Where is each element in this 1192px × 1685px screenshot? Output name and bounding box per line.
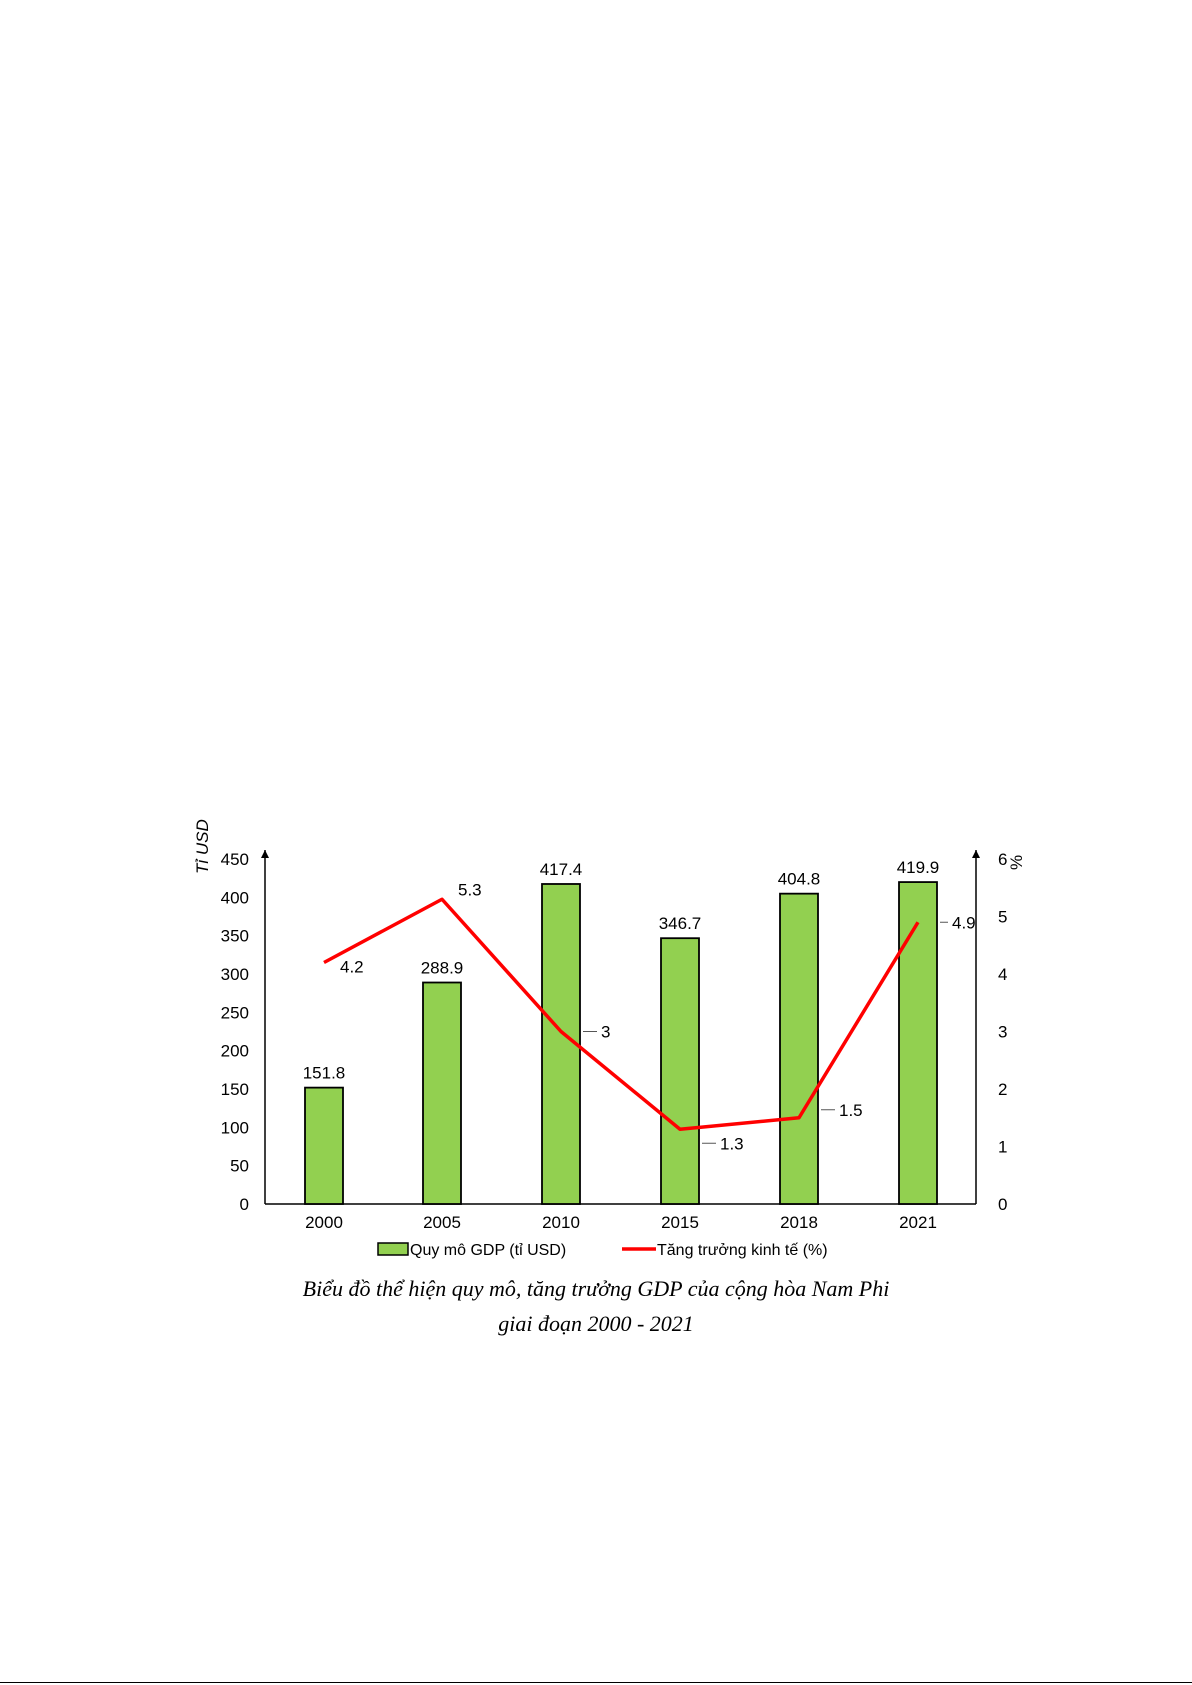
y-tick-label-left: 200 — [221, 1042, 249, 1061]
x-tick-label: 2021 — [899, 1213, 937, 1232]
y-tick-label-right: 1 — [998, 1138, 1007, 1157]
x-tick-label: 2005 — [423, 1213, 461, 1232]
growth-value-label: 1.3 — [720, 1134, 744, 1153]
right-axis-arrow — [972, 850, 980, 858]
y-axis-title-left: Tỉ USD — [193, 819, 212, 874]
y-tick-label-left: 450 — [221, 850, 249, 869]
growth-value-label: 3 — [601, 1023, 610, 1042]
growth-value-label: 4.9 — [952, 913, 976, 932]
y-tick-label-left: 400 — [221, 888, 249, 907]
line-layer — [323, 897, 920, 1131]
gdp-bar — [898, 881, 938, 1205]
bars-layer — [304, 881, 938, 1205]
y-tick-label-right: 3 — [998, 1023, 1007, 1042]
y-tick-label-right: 6 — [998, 850, 1007, 869]
legend-line-label: Tăng trưởng kinh tế (%) — [657, 1242, 828, 1259]
growth-value-label: 5.3 — [458, 880, 482, 899]
y-tick-label-right: 5 — [998, 908, 1007, 927]
page-bottom-rule — [0, 1682, 1192, 1683]
y-tick-label-right: 0 — [998, 1195, 1007, 1214]
axes-layer: 0 50 100 150 200 250 300 350 400 450 0 1 2 3 4 5 6 Tỉ USD… — [193, 819, 1026, 1232]
gdp-bar — [779, 892, 819, 1205]
labels-layer: 151.8 288.9 417.4 346.7 404.8 419.9 4.2 5.3 3 1.3… — [303, 858, 976, 1153]
legend-bar-label: Quy mô GDP (tỉ USD) — [410, 1242, 566, 1259]
gdp-bar-value-label: 419.9 — [897, 858, 940, 877]
x-tick-label: 2010 — [542, 1213, 580, 1232]
growth-value-label: 4.2 — [340, 958, 364, 977]
growth-line — [323, 897, 920, 1131]
y-axis-title-right: % — [1007, 855, 1026, 870]
y-tick-label-left: 150 — [221, 1080, 249, 1099]
y-tick-label-left: 100 — [221, 1118, 249, 1137]
gdp-bar-value-label: 417.4 — [540, 860, 583, 879]
gdp-bar-value-label: 151.8 — [303, 1064, 346, 1083]
y-tick-label-left: 300 — [221, 965, 249, 984]
legend-bar-swatch — [377, 1242, 409, 1256]
y-tick-label-right: 2 — [998, 1080, 1007, 1099]
gdp-bar-value-label: 404.8 — [778, 870, 821, 889]
gdp-bar-value-label: 346.7 — [659, 914, 702, 933]
x-tick-label: 2000 — [305, 1213, 343, 1232]
chart-caption-line-1: Biểu đồ thể hiện quy mô, tăng trưởng GDP… — [302, 1276, 890, 1301]
x-tick-label: 2015 — [661, 1213, 699, 1232]
x-tick-label: 2018 — [780, 1213, 818, 1232]
gdp-bar — [422, 981, 462, 1205]
y-tick-label-left: 0 — [240, 1195, 249, 1214]
gdp-bar — [304, 1086, 344, 1205]
gdp-bar-value-label: 288.9 — [421, 959, 464, 978]
gdp-bar — [660, 937, 700, 1205]
legend-layer: Quy mô GDP (tỉ USD) Tăng trưởng kinh tế (… — [377, 1242, 828, 1259]
y-tick-label-left: 50 — [230, 1157, 249, 1176]
y-tick-label-left: 250 — [221, 1003, 249, 1022]
left-axis-arrow — [261, 850, 269, 858]
y-tick-label-right: 4 — [998, 965, 1007, 984]
chart-caption-line-2: giai đoạn 2000 - 2021 — [498, 1311, 694, 1336]
y-tick-label-left: 350 — [221, 927, 249, 946]
growth-value-label: 1.5 — [839, 1101, 863, 1120]
